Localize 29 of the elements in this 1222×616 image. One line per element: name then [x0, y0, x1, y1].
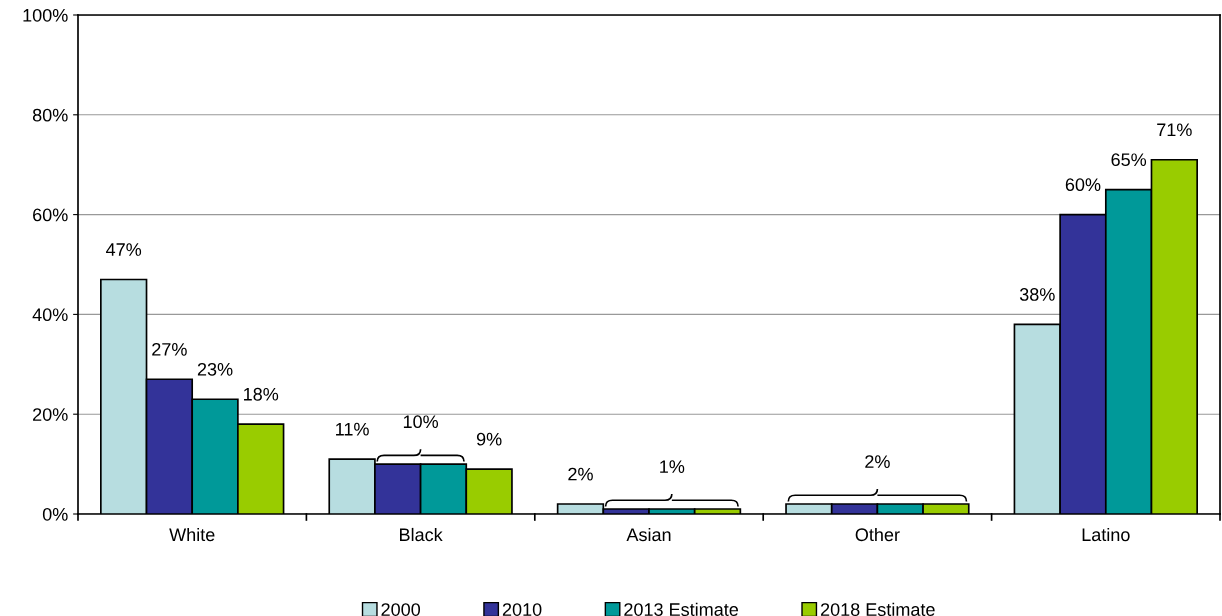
y-tick-label: 60%	[33, 208, 68, 222]
data-label: 2%	[865, 455, 890, 468]
data-label: 27%	[152, 342, 187, 356]
data-label: 47%	[106, 243, 142, 256]
data-label: 71%	[1157, 123, 1192, 137]
data-label: 38%	[1019, 288, 1055, 301]
y-tick-label: 20%	[33, 408, 68, 421]
data-label: 23%	[197, 362, 233, 376]
legend-label: 2000	[381, 603, 421, 616]
data-label: 10%	[403, 415, 439, 429]
data-label: 60%	[1065, 178, 1101, 192]
data-label: 65%	[1111, 153, 1147, 167]
data-label: 9%	[476, 432, 502, 446]
x-tick-label: Latino	[1082, 527, 1130, 542]
legend-label: 2013 Estimate	[624, 602, 739, 616]
x-tick-label: White	[169, 527, 215, 542]
y-tick-label: 40%	[32, 308, 68, 322]
y-tick-label: 0%	[42, 507, 68, 521]
y-tick-label: 100%	[23, 8, 68, 22]
data-label: 1%	[660, 460, 685, 473]
legend-label: 2018 Estimate	[820, 602, 935, 616]
y-tick-label: 80%	[32, 108, 68, 122]
x-tick-label: Asian	[626, 527, 671, 542]
legend-label: 2010	[502, 603, 542, 616]
data-label: 18%	[244, 387, 279, 401]
data-label: 2%	[568, 467, 593, 481]
x-tick-label: Black	[400, 527, 443, 542]
x-tick-label: Other	[855, 527, 900, 542]
data-label: 11%	[336, 422, 369, 436]
